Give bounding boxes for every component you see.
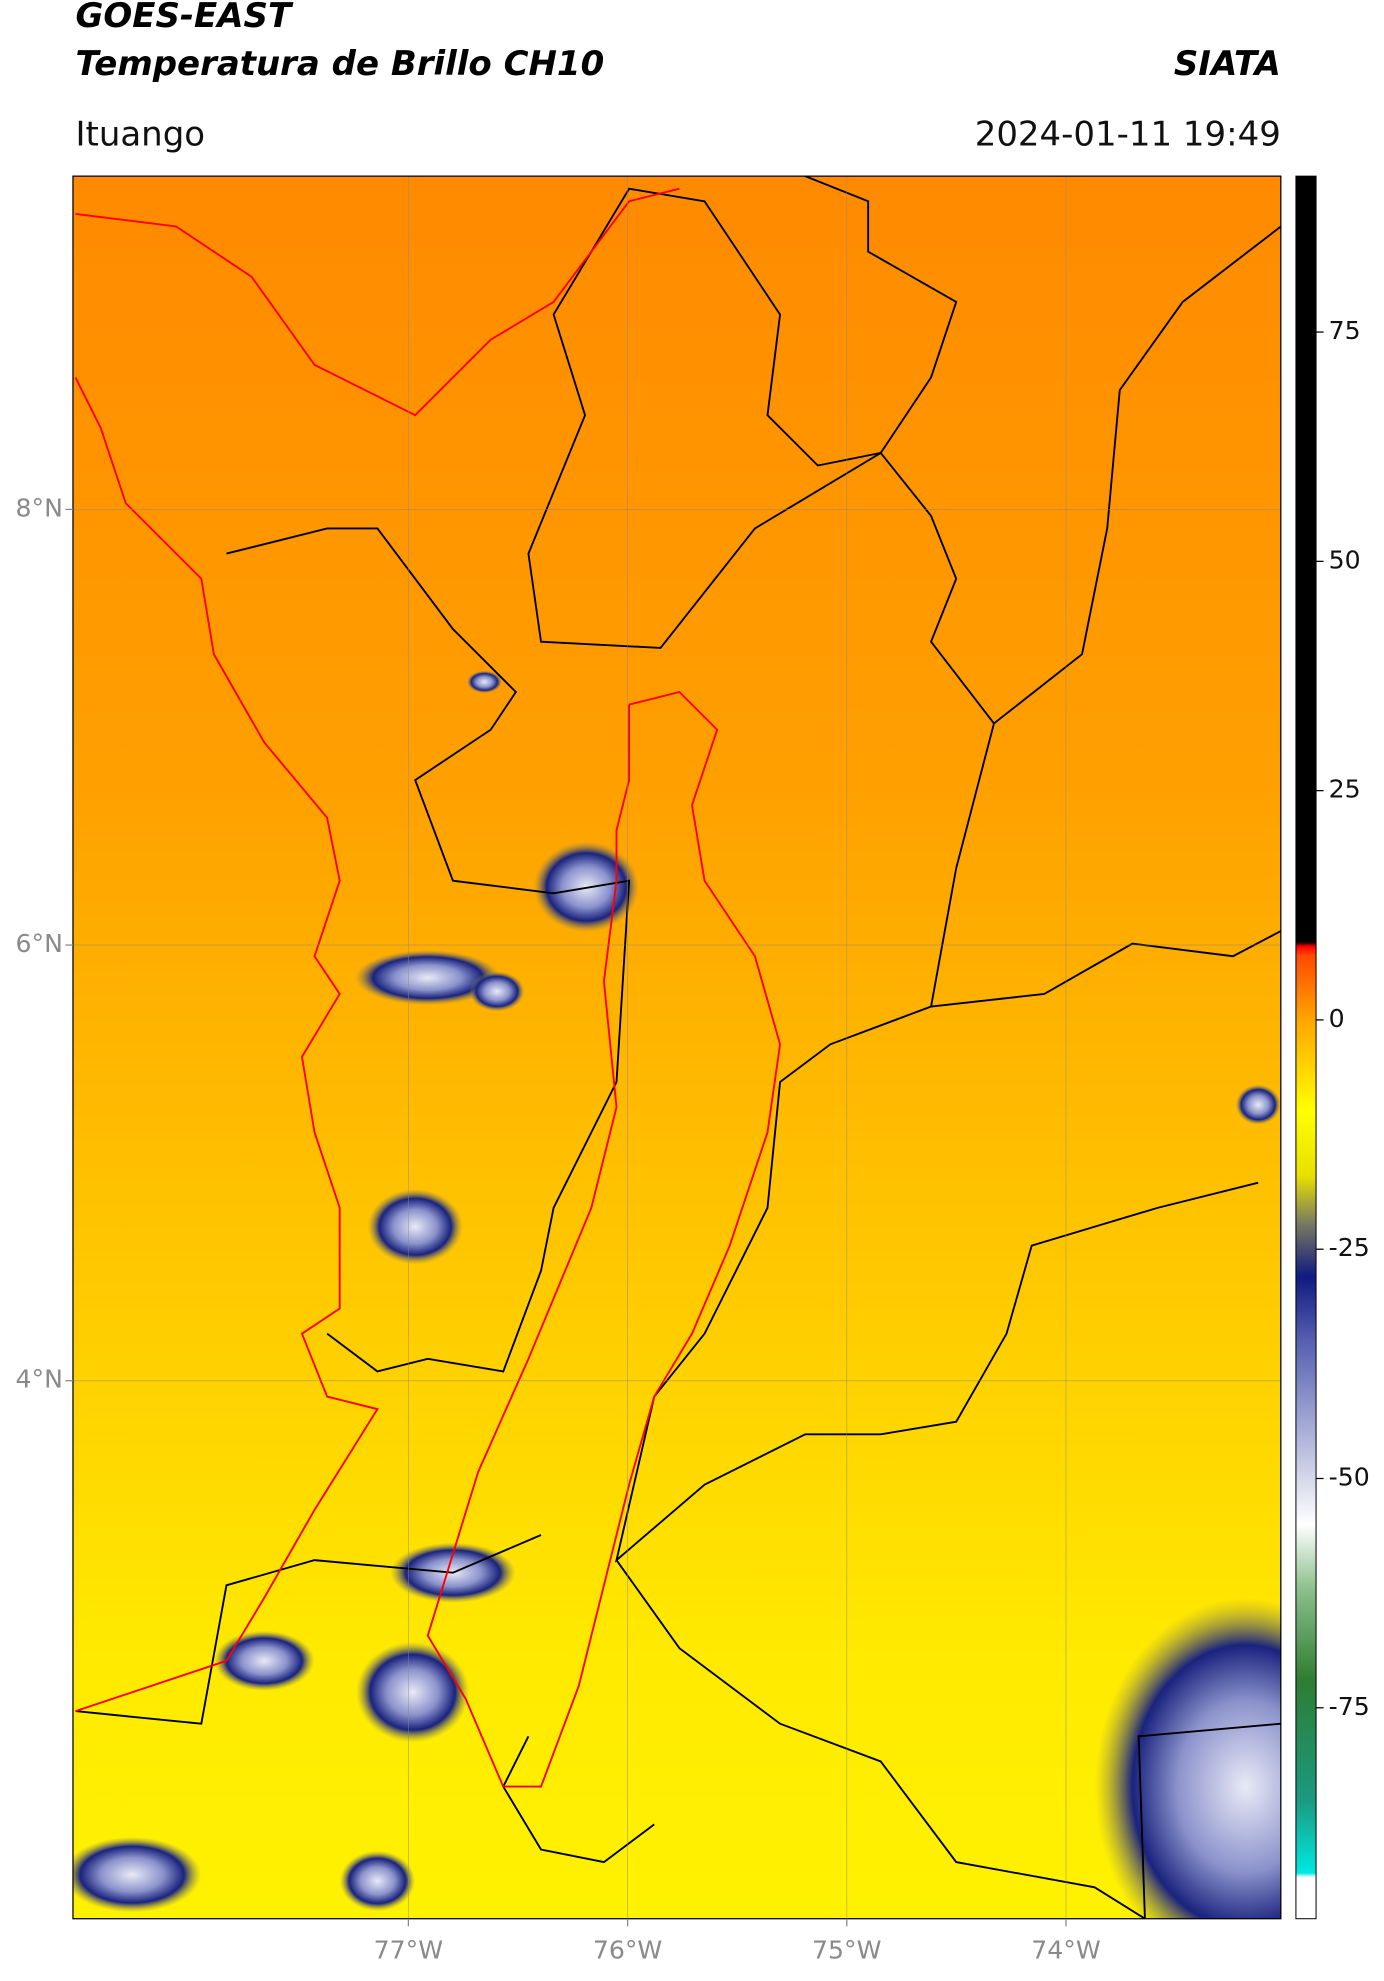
colorbar-tick-label: -25	[1329, 1233, 1370, 1262]
boundary	[226, 527, 631, 1373]
cloud	[1235, 1084, 1281, 1125]
datetime: 2024-01-11 19:49	[975, 114, 1281, 154]
cloud	[367, 1188, 464, 1265]
cloud	[72, 1836, 202, 1913]
axes: 77°W 76°W 75°W 74°W 8°N 6°N 4°N	[16, 493, 1101, 1964]
boundary	[527, 176, 1281, 725]
colorbar-ticks: 75 50 25 0 -25 -50 -75	[1316, 316, 1370, 1721]
boundary	[615, 1559, 1146, 1919]
x-tick-label: 76°W	[593, 1935, 663, 1964]
coastline	[74, 377, 379, 1713]
colorbar-tick-label: 0	[1329, 1004, 1345, 1033]
colorbar-tick-label: -75	[1329, 1692, 1370, 1721]
coastline	[75, 187, 680, 417]
source-title: SIATA	[1174, 44, 1281, 84]
colorbar-tick-label: 75	[1329, 316, 1361, 345]
cloud	[1094, 1597, 1281, 1919]
cloud	[466, 670, 503, 694]
coast-and-basin	[74, 187, 782, 1788]
cloud	[354, 949, 501, 1006]
location: Ituango	[75, 114, 205, 154]
y-tick-label: 6°N	[16, 929, 63, 958]
cloud	[356, 1641, 470, 1743]
boundary	[75, 1534, 542, 1725]
boundary	[1137, 1722, 1281, 1919]
map-frame	[72, 175, 1282, 1920]
product-title: Temperatura de Brillo CH10	[75, 44, 604, 84]
cloud	[213, 1630, 315, 1691]
cloud	[469, 971, 525, 1012]
basin	[426, 690, 782, 1788]
colorbar-tick-label: 50	[1329, 545, 1361, 574]
x-tick-label: 77°W	[374, 1935, 444, 1964]
y-tick-label: 4°N	[16, 1365, 63, 1394]
colorbar	[1295, 175, 1317, 1920]
x-tick-label: 74°W	[1031, 1935, 1101, 1964]
boundary	[502, 1735, 655, 1864]
boundary	[930, 930, 1281, 1008]
colorbar-tick-label: 25	[1329, 775, 1361, 804]
map	[72, 176, 1281, 1919]
clouds	[72, 670, 1281, 1919]
cloud	[339, 1850, 416, 1912]
satellite-title: GOES-EAST	[75, 0, 293, 36]
boundary	[614, 723, 1259, 1563]
x-tick-label: 75°W	[812, 1935, 882, 1964]
grid	[72, 176, 1281, 1919]
colorbar-tick-label: -50	[1329, 1462, 1370, 1491]
boundaries	[75, 176, 1281, 1919]
map-background	[72, 176, 1281, 1919]
y-tick-label: 8°N	[16, 493, 63, 522]
